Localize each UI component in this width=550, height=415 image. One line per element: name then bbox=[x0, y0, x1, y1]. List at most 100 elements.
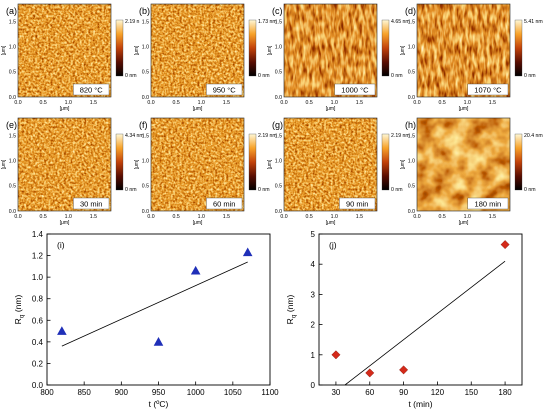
afm-x-tick-label: 0.5 bbox=[173, 100, 180, 106]
chart-plot-frame bbox=[318, 233, 523, 386]
x-tick-label: 30 bbox=[331, 388, 340, 397]
afm-frame bbox=[416, 117, 511, 212]
chart-plot-frame bbox=[46, 233, 271, 386]
afm-colorbar bbox=[248, 19, 257, 77]
y-tick-label: 1.2 bbox=[32, 252, 44, 261]
afm-x-tick-label: 1.0 bbox=[464, 214, 471, 220]
afm-scale-max: 4.65 nm bbox=[391, 19, 410, 25]
afm-colorbar bbox=[514, 133, 523, 191]
afm-y-unit: [μm] bbox=[134, 45, 140, 55]
afm-panel-letter: (h) bbox=[405, 120, 416, 130]
afm-height-map bbox=[18, 118, 111, 211]
data-point-triangle bbox=[57, 326, 67, 335]
afm-x-unit: [μm] bbox=[459, 220, 469, 226]
afm-scale-min: 0 nm bbox=[524, 187, 536, 193]
y-axis-title: Rq (nm) bbox=[285, 295, 298, 325]
afm-x-tick-label: 1.0 bbox=[65, 214, 72, 220]
data-point-diamond bbox=[365, 368, 375, 378]
chart-panel-label: (j) bbox=[329, 240, 337, 250]
x-axis-title: t (ºC) bbox=[149, 399, 169, 409]
y-axis-title-main: R bbox=[13, 318, 23, 324]
afm-height-map bbox=[417, 118, 510, 211]
afm-x-tick-label: 1.5 bbox=[356, 100, 363, 106]
y-tick-label: 1.4 bbox=[32, 230, 44, 239]
afm-x-tick-label: 0.0 bbox=[14, 100, 21, 106]
afm-panel-letter: (e) bbox=[6, 120, 17, 130]
y-axis-title-unit: (nm) bbox=[13, 295, 23, 315]
afm-x-tick-label: 0.0 bbox=[147, 100, 154, 106]
afm-y-unit: [μm] bbox=[267, 45, 273, 55]
afm-caption: 60 min bbox=[213, 200, 236, 209]
afm-y-tick-label: 1.5 bbox=[275, 133, 282, 139]
afm-scale-min: 0 nm bbox=[258, 187, 270, 193]
afm-panel: (c) 1000 °C 4.65 nm 0 nm 0.00.0 0.5 0.5 1.0 1.0 1… bbox=[267, 3, 410, 112]
chart-panel: 30 60 90 120 150 180 0 1 2 3 4 5 (j) t (min) Rq (nm) bbox=[285, 230, 523, 409]
afm-x-tick-label: 1.0 bbox=[198, 214, 205, 220]
y-tick-label: 4 bbox=[311, 260, 316, 269]
afm-x-tick-label: 1.5 bbox=[356, 214, 363, 220]
afm-colorbar bbox=[115, 133, 124, 191]
afm-height-map bbox=[18, 4, 111, 97]
afm-panel-letter: (g) bbox=[272, 120, 283, 130]
y-axis-title: Rq (nm) bbox=[13, 295, 26, 325]
afm-panel-letter: (d) bbox=[405, 6, 416, 16]
afm-y-tick-label: 1.0 bbox=[408, 45, 415, 51]
afm-y-unit: [μm] bbox=[1, 159, 7, 169]
afm-y-unit: [μm] bbox=[267, 159, 273, 169]
x-tick-label: 850 bbox=[77, 388, 91, 397]
y-tick-label: 1.0 bbox=[32, 273, 44, 282]
y-tick-label: 3 bbox=[311, 290, 316, 299]
afm-colorbar bbox=[381, 19, 390, 77]
afm-y-tick-label: 1.0 bbox=[9, 159, 16, 165]
afm-x-unit: [μm] bbox=[326, 106, 336, 112]
afm-y-tick-label: 1.5 bbox=[275, 19, 282, 25]
afm-x-tick-label: 0.0 bbox=[413, 100, 420, 106]
afm-y-tick-label: 0.0 bbox=[275, 209, 282, 215]
x-tick-label: 90 bbox=[399, 388, 408, 397]
afm-scale-max: 1.73 nm bbox=[258, 19, 277, 25]
afm-caption-box bbox=[73, 83, 110, 96]
afm-panel: (h) 180 min 20.4 nm 0 nm 0.00.0 0.5 0.5 1.0 1.0 1… bbox=[400, 117, 543, 226]
x-tick-label: 900 bbox=[115, 388, 129, 397]
afm-x-tick-label: 0.5 bbox=[40, 100, 47, 106]
afm-panel-letter: (a) bbox=[6, 6, 17, 16]
x-tick-label: 1100 bbox=[261, 388, 279, 397]
afm-y-unit: [μm] bbox=[1, 45, 7, 55]
afm-x-tick-label: 1.0 bbox=[331, 214, 338, 220]
afm-x-unit: [μm] bbox=[459, 106, 469, 112]
afm-scale-max: 4.34 nm bbox=[125, 133, 144, 139]
x-tick-label: 60 bbox=[365, 388, 374, 397]
afm-frame bbox=[17, 3, 112, 98]
afm-scale-min: 0 nm bbox=[391, 187, 403, 193]
afm-y-tick-label: 0.0 bbox=[142, 95, 149, 101]
afm-caption-box bbox=[206, 83, 243, 96]
afm-caption: 950 °C bbox=[213, 86, 237, 95]
afm-x-tick-label: 0.5 bbox=[439, 214, 446, 220]
afm-panel: (a) 820 °C 2.19 n 0 nm 0.00.0 0.5 0.5 1.0 1.0 1.5… bbox=[1, 3, 140, 112]
afm-y-tick-label: 0.0 bbox=[142, 209, 149, 215]
afm-caption-box bbox=[73, 197, 110, 210]
afm-y-tick-label: 1.5 bbox=[9, 133, 16, 139]
afm-y-tick-label: 1.5 bbox=[408, 19, 415, 25]
fit-line bbox=[344, 260, 506, 386]
afm-x-tick-label: 0.0 bbox=[413, 214, 420, 220]
afm-scale-min: 0 nm bbox=[125, 73, 137, 79]
afm-frame bbox=[283, 117, 378, 212]
afm-colorbar bbox=[514, 19, 523, 77]
afm-y-unit: [μm] bbox=[134, 159, 140, 169]
afm-x-tick-label: 1.0 bbox=[198, 100, 205, 106]
x-tick-label: 950 bbox=[152, 388, 166, 397]
afm-panel-letter: (b) bbox=[139, 6, 150, 16]
afm-scale-min: 0 nm bbox=[125, 187, 137, 193]
fit-line bbox=[61, 261, 248, 347]
afm-panel: (e) 30 min 4.34 nm 0 nm 0.00.0 0.5 0.5 1.0 1.0 1.… bbox=[1, 117, 144, 226]
afm-caption: 820 °C bbox=[80, 86, 104, 95]
afm-x-tick-label: 1.5 bbox=[223, 100, 230, 106]
x-tick-label: 1050 bbox=[224, 388, 242, 397]
y-axis-title-subscript: q bbox=[291, 314, 298, 318]
chart-panel: 800 850 900 950 1000 1050 1100 0.0 0.2 0.4 0.6 0.8 1… bbox=[13, 230, 279, 409]
afm-x-tick-label: 1.5 bbox=[489, 214, 496, 220]
afm-scale-min: 0 nm bbox=[391, 73, 403, 79]
x-tick-label: 120 bbox=[431, 388, 445, 397]
